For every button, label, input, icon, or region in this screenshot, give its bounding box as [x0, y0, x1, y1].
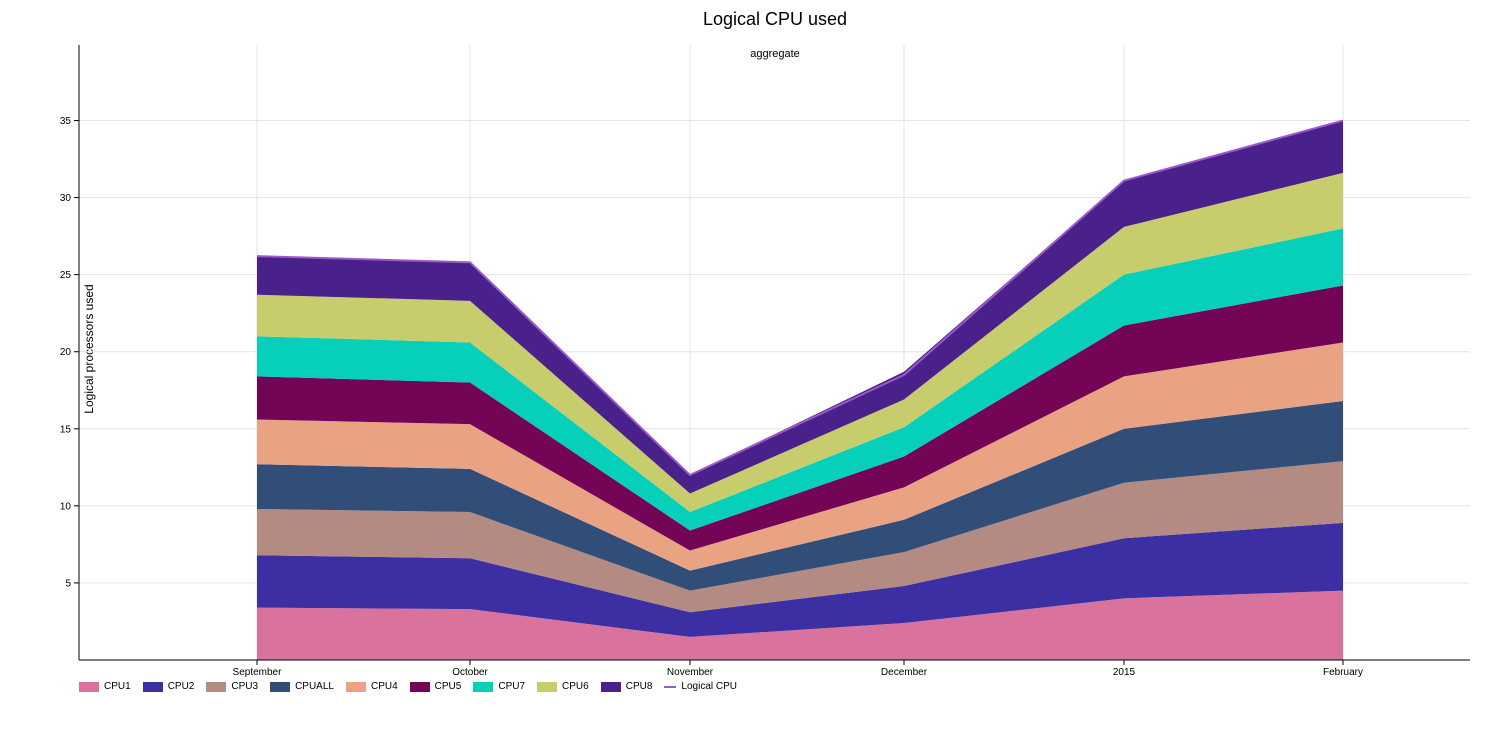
- area-cpu5: [257, 285, 1343, 551]
- stacked-areas: [257, 120, 1343, 660]
- chart-legend: CPU1 CPU2 CPU3 CPUALL CPU4 CPU5 CPU7 CPU6 CPU8 Lo…: [79, 681, 749, 692]
- legend-label: CPU8: [625, 681, 653, 692]
- legend-swatch: [473, 681, 494, 692]
- y-axis-label: Logical processors used: [82, 284, 96, 413]
- legend-label: CPU3: [231, 681, 259, 692]
- legend-item-cpu2[interactable]: CPU2: [142, 681, 195, 692]
- area-cpu2: [257, 522, 1343, 637]
- legend-swatch: [79, 681, 99, 692]
- chart-subtitle: aggregate: [750, 48, 800, 60]
- y-tick-label: 30: [60, 193, 72, 204]
- y-tick-label: 15: [60, 424, 72, 435]
- legend-swatch: [537, 681, 558, 692]
- area-cpu3: [257, 461, 1343, 613]
- x-tick-label: December: [881, 667, 928, 678]
- y-tick-label: 10: [60, 501, 72, 512]
- area-cpu8: [257, 120, 1343, 494]
- legend-label: CPU6: [562, 681, 589, 692]
- legend-item-logical-cpu[interactable]: Logical CPU: [664, 681, 737, 692]
- area-cpuall: [257, 401, 1343, 591]
- legend-swatch: [270, 681, 291, 692]
- legend-label: CPU7: [498, 681, 526, 692]
- x-tick-label: 2015: [1113, 667, 1136, 678]
- legend-item-cpu6[interactable]: CPU6: [537, 681, 589, 692]
- chart-title: Logical CPU used: [703, 9, 847, 29]
- y-tick-label: 35: [60, 116, 72, 127]
- legend-label: CPU5: [434, 681, 462, 692]
- legend-swatch: [600, 681, 621, 692]
- line-logical-cpu: [256, 119, 1344, 477]
- legend-swatch: [206, 681, 227, 692]
- legend-label: CPUALL: [295, 681, 334, 692]
- area-cpu4: [257, 342, 1343, 571]
- y-tick-label: 25: [60, 270, 72, 281]
- legend-label: CPU1: [104, 681, 131, 692]
- legend-item-cpuall[interactable]: CPUALL: [270, 681, 334, 692]
- legend-item-cpu3[interactable]: CPU3: [206, 681, 258, 692]
- y-tick-label: 5: [65, 578, 71, 589]
- legend-label: CPU4: [370, 681, 398, 692]
- legend-item-cpu5[interactable]: CPU5: [409, 681, 462, 692]
- legend-swatch: [409, 681, 430, 692]
- legend-swatch: [345, 681, 366, 692]
- y-tick-label: 20: [60, 347, 72, 358]
- legend-label: CPU2: [167, 681, 195, 692]
- legend-label: Logical CPU: [681, 681, 737, 692]
- total-line-layer: [256, 119, 1344, 477]
- area-cpu7: [257, 228, 1343, 531]
- x-tick-label: November: [667, 667, 714, 678]
- x-tick-label: October: [452, 667, 488, 678]
- axes: 5 10 15 20 25 30 35 September October November Dec…: [60, 45, 1470, 678]
- x-tick-label: February: [1323, 667, 1363, 678]
- area-cpu1: [257, 590, 1343, 660]
- legend-swatch: [142, 681, 163, 692]
- legend-item-cpu1[interactable]: CPU1: [79, 681, 131, 692]
- x-tick-label: September: [233, 667, 283, 678]
- legend-item-cpu4[interactable]: CPU4: [345, 681, 398, 692]
- legend-line-swatch: [664, 685, 677, 688]
- legend-item-cpu8[interactable]: CPU8: [600, 681, 653, 692]
- area-cpu6: [257, 172, 1343, 513]
- legend-item-cpu7[interactable]: CPU7: [473, 681, 525, 692]
